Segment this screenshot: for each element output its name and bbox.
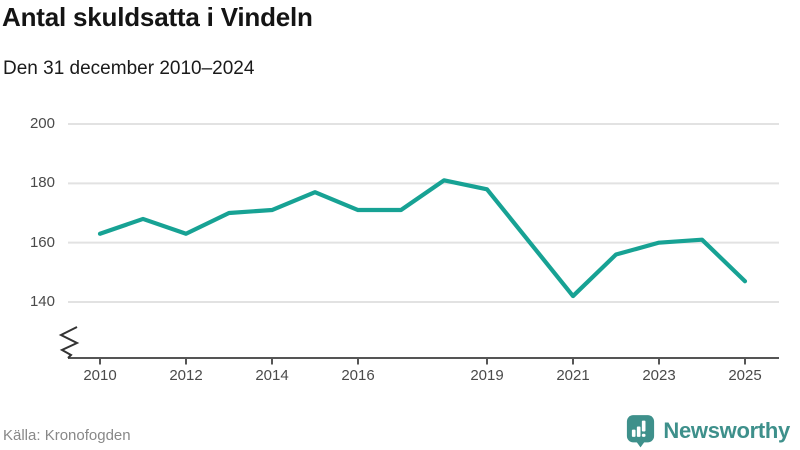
x-tick-label: 2025 <box>728 367 762 384</box>
y-tick-label: 140 <box>29 292 55 310</box>
newsworthy-logo: Newsworthy <box>626 414 790 448</box>
y-tick-label: 200 <box>29 115 55 132</box>
x-tick-label: 2023 <box>642 367 676 384</box>
x-tick-label: 2019 <box>470 367 504 384</box>
y-tick-label: 160 <box>29 233 55 251</box>
x-tick-label: 2014 <box>255 367 289 384</box>
newsworthy-logo-text: Newsworthy <box>663 418 790 443</box>
x-tick-label: 2012 <box>169 367 203 384</box>
newsworthy-logo-icon <box>627 415 655 448</box>
axis-break-icon <box>58 326 80 359</box>
chart-title: Antal skuldsatta i Vindeln <box>2 2 313 32</box>
data-line-series <box>97 178 748 299</box>
x-tick-label: 2016 <box>341 367 375 384</box>
source-note: Källa: Kronofogden <box>3 427 131 444</box>
x-tick-label: 2010 <box>83 367 117 384</box>
y-tick-label: 180 <box>29 174 55 192</box>
chart-subtitle: Den 31 december 2010–2024 <box>3 58 255 79</box>
x-tick-label: 2021 <box>556 367 590 384</box>
